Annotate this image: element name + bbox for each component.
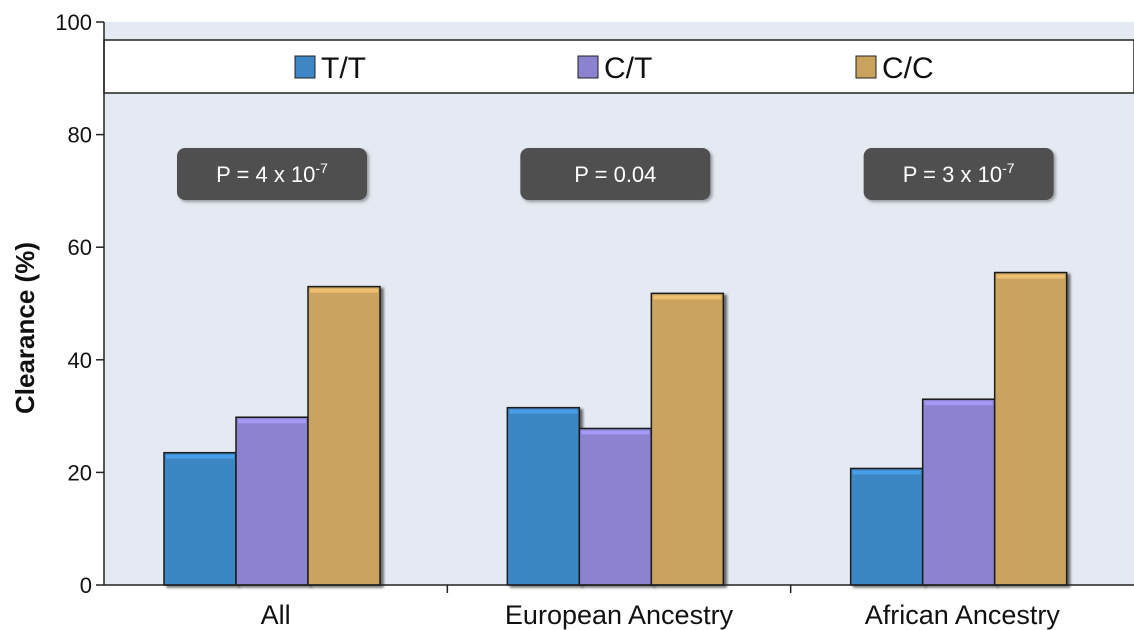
legend-label: C/C [882, 52, 934, 85]
bar-cc-african-ancestry [993, 271, 1068, 586]
y-tick-label: 20 [68, 460, 92, 485]
p-value-box: P = 3 x 10-7 [863, 148, 1054, 200]
legend-label: C/T [604, 52, 652, 85]
legend-swatch-cc [855, 55, 877, 79]
p-value-box: P = 4 x 10-7 [177, 148, 367, 200]
x-tick-label: All [261, 600, 291, 630]
legend: T/T C/T C/C [103, 39, 1134, 94]
y-axis-label: Clearance (%) [10, 242, 40, 414]
legend-swatch-ct [577, 55, 599, 79]
bar-cc-european-ancestry [650, 292, 725, 586]
bar-ct-all [235, 416, 309, 586]
axes-group: 0 20 40 60 80 100 All European Ancestry African … [55, 10, 1134, 630]
x-tick-label: European Ancestry [505, 600, 734, 630]
p-value-label: P = 4 x 10-7 [216, 160, 328, 187]
bars-group [163, 271, 1068, 586]
bar-tt-european-ancestry [506, 406, 581, 586]
p-value-box: P = 0.04 [520, 148, 711, 200]
p-value-label: P = 3 x 10-7 [903, 160, 1015, 187]
legend-swatch-tt [294, 55, 316, 79]
legend-label: T/T [321, 52, 366, 85]
x-tick-label: African Ancestry [865, 600, 1061, 630]
p-value-annotations: P = 4 x 10-7 P = 0.04 P = 3 x 10-7 [177, 148, 1054, 200]
y-tick-label: 0 [80, 573, 92, 598]
p-value-label: P = 0.04 [574, 162, 656, 187]
bar-ct-african-ancestry [921, 398, 996, 586]
y-tick-label: 60 [68, 235, 92, 260]
bar-tt-all [163, 451, 237, 586]
y-tick-label: 40 [68, 348, 92, 373]
bar-cc-all [307, 285, 381, 586]
legend-box [103, 39, 1134, 94]
bar-tt-african-ancestry [849, 467, 924, 586]
y-tick-label: 100 [55, 10, 92, 35]
bar-ct-european-ancestry [578, 427, 653, 586]
y-tick-label: 80 [68, 123, 92, 148]
